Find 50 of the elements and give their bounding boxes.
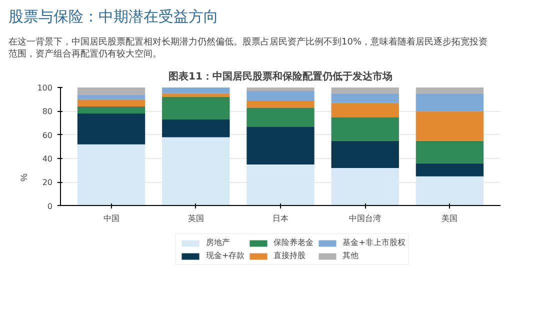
legend-label: 直接持股: [274, 250, 306, 261]
y-tick-label: 60: [42, 130, 53, 140]
bar: [331, 102, 399, 118]
y-tick-label: 0: [47, 202, 53, 211]
bar: [416, 88, 484, 94]
bar: [162, 88, 230, 94]
x-tick-label: 日本: [272, 214, 288, 223]
bar: [246, 91, 314, 101]
bar: [331, 140, 399, 168]
bar: [77, 114, 146, 144]
text: 图表11：中国居民股票和保险配置仍低于发达市场: [168, 70, 392, 82]
bar: [246, 108, 314, 127]
bar: [416, 93, 484, 112]
bar: [331, 88, 399, 94]
bar: [246, 88, 314, 92]
x-tick-label: 中国: [103, 214, 120, 223]
chart-title: 股票与保险：中期潜在受益方向: [8, 8, 218, 26]
bar: [77, 144, 146, 206]
x-tick-label: 美国: [442, 214, 458, 223]
bar: [416, 176, 484, 206]
y-tick-label: 100: [37, 84, 53, 92]
chart-subtitle: 在这一背景下，中国居民股票配置相对长期潜力仍然偏低。股票占居民资产比例不到10%，意味着随着居民逐步拓宽投资范围，资产组合再配置仍有较大空间。: [8, 36, 488, 60]
bar: [331, 117, 399, 141]
y-tick-label: 80: [42, 107, 53, 116]
x-tick-label: 英国: [188, 214, 204, 223]
y-axis-title: %: [19, 173, 30, 182]
legend-label: 其他: [342, 250, 360, 261]
bar: [162, 93, 230, 97]
x-tick-label: 中国台湾: [349, 214, 382, 223]
bar: [331, 93, 399, 103]
bar: [77, 88, 146, 95]
legend-label: 现金+存款: [206, 250, 245, 261]
bar: [77, 94, 146, 100]
bar: [416, 163, 484, 176]
bar: [162, 96, 230, 120]
legend-label: 房地产: [206, 237, 230, 248]
bar: [416, 111, 484, 141]
legend-label: 保险养老金: [274, 237, 314, 248]
y-tick-label: 20: [42, 178, 53, 188]
bar: [331, 168, 399, 206]
legend-label: 基金+非上市股权: [342, 237, 406, 248]
bar: [77, 106, 146, 114]
y-tick-label: 40: [42, 154, 53, 164]
bar: [77, 99, 146, 106]
bar: [246, 164, 314, 206]
bar: [246, 126, 314, 164]
bar: [162, 119, 230, 138]
bar: [162, 137, 230, 206]
bar: [246, 100, 314, 108]
bar: [416, 140, 484, 164]
